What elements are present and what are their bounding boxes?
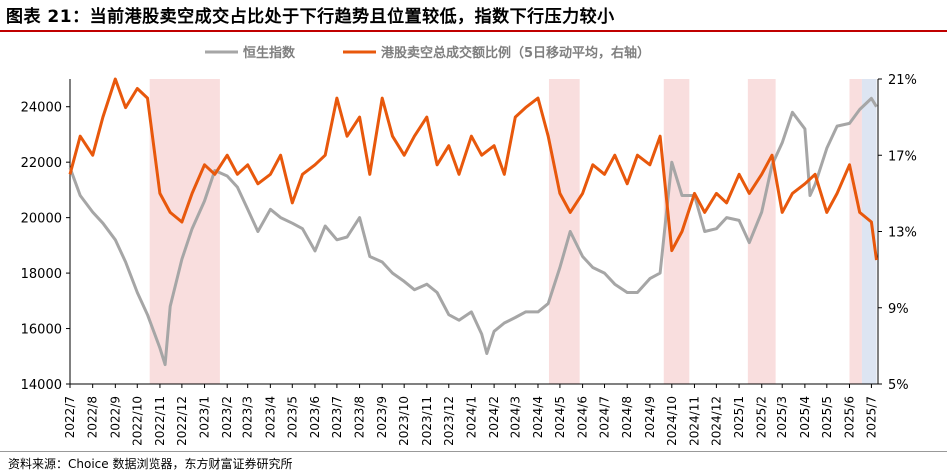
left-tick-label: 18000 (21, 267, 62, 282)
x-tick-label: 2025/2 (755, 396, 769, 438)
x-tick-label: 2022/8 (86, 396, 100, 438)
x-tick-label: 2023/12 (442, 396, 456, 446)
x-tick-label: 2023/5 (285, 396, 299, 438)
x-tick-label: 2025/7 (864, 396, 878, 438)
x-tick-label: 2022/12 (175, 396, 189, 446)
x-tick-label: 2022/11 (153, 396, 167, 446)
x-tick-label: 2022/9 (108, 396, 122, 438)
axes: 14000 16000 18000 20000 22000 24000 5% 9% 13% 17%… (21, 73, 917, 446)
right-tick-label: 13% (888, 226, 917, 241)
x-tick-label: 2024/10 (665, 396, 679, 446)
x-tick-label: 2023/4 (263, 396, 277, 438)
highlight-band (861, 79, 877, 384)
series-lines (68, 77, 878, 367)
x-tick-label: 2022/10 (130, 396, 144, 446)
figure-title: 图表 21：当前港股卖空成交占比处于下行趋势且位置较低，指数下行压力较小 (6, 7, 615, 27)
right-tick-label: 9% (888, 302, 909, 317)
left-tick-label: 22000 (21, 156, 62, 171)
x-tick-label: 2024/6 (576, 396, 590, 438)
x-tick-label: 2024/4 (531, 396, 545, 438)
title-rule (0, 30, 947, 32)
x-tick-label: 2022/7 (63, 396, 77, 438)
x-tick-label: 2024/2 (487, 396, 501, 438)
x-tick-label: 2023/3 (241, 396, 255, 438)
x-tick-label: 2024/8 (620, 396, 634, 438)
x-tick-label: 2025/5 (820, 396, 834, 438)
left-tick-label: 14000 (21, 378, 62, 393)
left-tick-label: 24000 (21, 101, 62, 116)
series-line-short-ratio (68, 77, 878, 261)
highlight-band (663, 79, 690, 384)
x-tick-label: 2023/6 (308, 396, 322, 438)
x-tick-label: 2024/12 (709, 396, 723, 446)
x-tick-label: 2024/9 (643, 396, 657, 438)
x-tick-label: 2024/3 (508, 396, 522, 438)
x-tick-label: 2024/5 (553, 396, 567, 438)
legend-label-hsi: 恒生指数 (243, 45, 296, 61)
highlight-band (548, 79, 580, 384)
x-tick-label: 2025/1 (732, 396, 746, 438)
x-tick-label: 2023/9 (375, 396, 389, 438)
x-tick-label: 2023/8 (353, 396, 367, 438)
series-line-hsi (68, 96, 878, 367)
x-tick-label: 2025/4 (798, 396, 812, 438)
x-tick-label: 2023/11 (420, 396, 434, 446)
x-tick-label: 2023/1 (198, 396, 212, 438)
source-note: 资料来源：Choice 数据浏览器，东方财富证券研究所 (8, 457, 293, 471)
highlight-bands (149, 79, 877, 384)
highlight-band (747, 79, 776, 384)
x-tick-label: 2023/2 (220, 396, 234, 438)
bottom-rule (0, 451, 947, 452)
x-tick-label: 2023/10 (397, 396, 411, 446)
left-tick-label: 20000 (21, 212, 62, 227)
highlight-band (149, 79, 220, 384)
x-tick-label: 2023/7 (330, 396, 344, 438)
legend: 恒生指数 港股卖空总成交额比例（5日移动平均，右轴） (205, 45, 650, 61)
highlight-band (849, 79, 862, 384)
right-tick-label: 21% (888, 73, 917, 88)
right-tick-label: 17% (888, 149, 917, 164)
right-tick-label: 5% (888, 378, 909, 393)
legend-label-short-ratio: 港股卖空总成交额比例（5日移动平均，右轴） (381, 45, 650, 61)
x-tick-label: 2025/6 (842, 396, 856, 438)
x-tick-label: 2024/7 (598, 396, 612, 438)
x-tick-label: 2024/11 (687, 396, 701, 446)
x-tick-label: 2024/1 (464, 396, 478, 438)
x-tick-label: 2025/3 (775, 396, 789, 438)
left-tick-label: 16000 (21, 323, 62, 338)
